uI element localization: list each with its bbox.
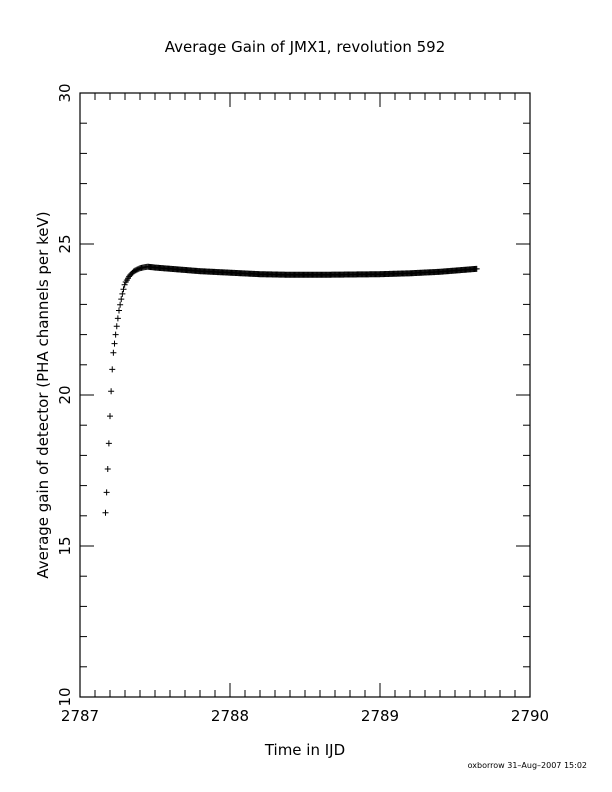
y-tick-label: 30 [56,83,74,102]
data-point [117,301,124,308]
data-point [111,340,118,347]
x-tick-label: 2789 [361,707,399,725]
x-axis-label: Time in IJD [264,741,345,759]
data-point [112,331,119,338]
data-point [110,349,117,356]
chart-title: Average Gain of JMX1, revolution 592 [165,38,446,56]
data-point [109,366,116,373]
data-point [118,296,125,303]
data-point [473,265,480,272]
y-tick-label: 20 [56,385,74,404]
data-point [105,440,112,447]
data-point [103,489,110,496]
x-tick-label: 2790 [511,707,549,725]
tick-labels: 2787 2788 2789 2790 10 15 20 25 30 [56,83,549,725]
data-point [114,315,121,322]
y-tick-label: 10 [56,687,74,706]
data-point [116,307,122,314]
y-axis-label: Average gain of detector (PHA channels p… [34,211,52,578]
data-point [121,281,128,288]
y-tick-label: 15 [56,536,74,555]
data-point [119,290,126,297]
tick-marks [79,92,531,698]
data-point [107,413,113,420]
x-tick-label: 2788 [211,707,249,725]
data-point [108,388,115,395]
footer-stamp: oxborrow 31–Aug–2007 15:02 [468,761,587,770]
x-tick-label: 2787 [61,707,99,725]
data-point [120,286,127,293]
data-point [113,323,120,330]
data-points [102,263,480,516]
data-point [102,509,109,516]
data-point [104,465,111,472]
plot-frame [79,92,531,698]
y-tick-label: 25 [56,234,74,253]
